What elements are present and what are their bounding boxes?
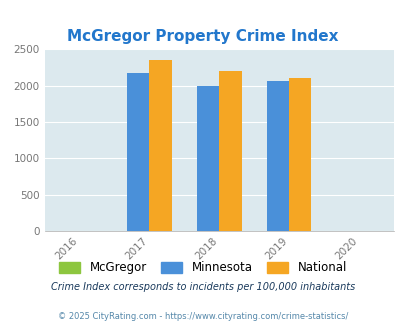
Text: © 2025 CityRating.com - https://www.cityrating.com/crime-statistics/: © 2025 CityRating.com - https://www.city… [58, 312, 347, 321]
Bar [196, 86, 219, 231]
Bar [219, 71, 241, 231]
Bar [127, 73, 149, 231]
Text: McGregor Property Crime Index: McGregor Property Crime Index [67, 29, 338, 44]
Legend: McGregor, Minnesota, National: McGregor, Minnesota, National [54, 257, 351, 279]
Bar [288, 78, 311, 231]
Bar [149, 60, 171, 231]
Bar [266, 81, 288, 231]
Text: Crime Index corresponds to incidents per 100,000 inhabitants: Crime Index corresponds to incidents per… [51, 282, 354, 292]
